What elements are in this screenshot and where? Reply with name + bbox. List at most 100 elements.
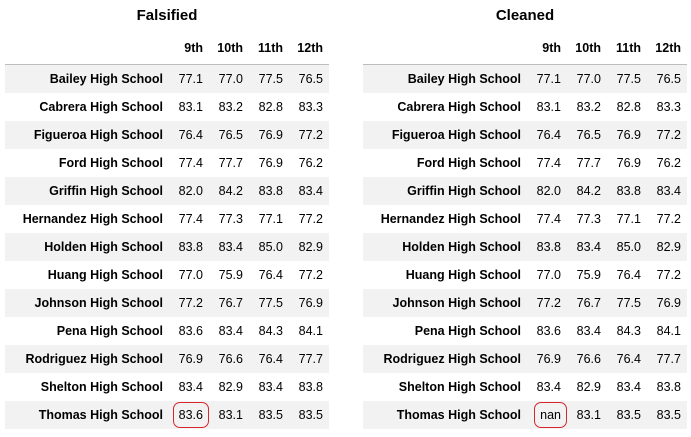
score-cell: 77.0 (536, 268, 561, 282)
table-row: Rodriguez High School 76.9 76.6 76.4 77.7 (363, 345, 687, 373)
falsified-table: 9th 10th 11th 12th Bailey High School 77.1 77.… (5, 32, 329, 429)
score-cell: 84.1 (298, 324, 323, 338)
score-cell: 76.7 (576, 296, 601, 310)
score-cell: 77.2 (656, 128, 681, 142)
score-cell: 77.1 (258, 212, 283, 226)
table-row: Holden High School 83.8 83.4 85.0 82.9 (363, 233, 687, 261)
score-cell: 77.1 (536, 72, 561, 86)
table-row: Thomas High School nan 83.1 83.5 83.5 (363, 401, 687, 429)
score-cell: 83.1 (178, 100, 203, 114)
highlighted-value-text: 83.6 (178, 408, 203, 422)
table-row: Hernandez High School 77.4 77.3 77.1 77.2 (363, 205, 687, 233)
column-header: 11th (607, 32, 647, 65)
cleaned-panel: Cleaned 9th 10th 11th 12th Bailey High Schoo… (363, 0, 687, 429)
school-name: Cabrera High School (39, 100, 163, 114)
school-name: Holden High School (402, 240, 521, 254)
school-name: Bailey High School (49, 72, 163, 86)
score-cell: 77.1 (178, 72, 203, 86)
school-name: Johnson High School (34, 296, 163, 310)
score-cell: 76.2 (298, 156, 323, 170)
score-cell: 77.5 (258, 296, 283, 310)
score-cell: 83.5 (258, 408, 283, 422)
score-cell: 76.4 (178, 128, 203, 142)
score-cell: 83.5 (298, 408, 323, 422)
school-name: Rodriguez High School (25, 352, 164, 366)
column-header: 12th (289, 32, 329, 65)
score-cell: 83.8 (536, 240, 561, 254)
score-cell: 76.9 (258, 128, 283, 142)
table-row: Johnson High School 77.2 76.7 77.5 76.9 (5, 289, 329, 317)
school-name: Thomas High School (396, 408, 521, 422)
score-cell: 76.4 (616, 352, 641, 366)
falsified-title: Falsified (136, 7, 198, 24)
score-cell: 83.2 (576, 100, 601, 114)
score-cell: 83.4 (656, 184, 681, 198)
school-name: Ford High School (416, 156, 521, 170)
table-row: Cabrera High School 83.1 83.2 82.8 83.3 (5, 93, 329, 121)
score-cell: 77.7 (656, 352, 681, 366)
score-cell: 84.2 (576, 184, 601, 198)
score-cell: 82.8 (258, 100, 283, 114)
school-name: Griffin High School (407, 184, 521, 198)
school-name: Bailey High School (407, 72, 521, 86)
school-name: Shelton High School (398, 380, 521, 394)
score-cell: 76.5 (298, 72, 323, 86)
table-row: Ford High School 77.4 77.7 76.9 76.2 (5, 149, 329, 177)
column-header: 9th (169, 32, 209, 65)
table-row: Huang High School 77.0 75.9 76.4 77.2 (5, 261, 329, 289)
school-name: Griffin High School (49, 184, 163, 198)
cleaned-title: Cleaned (495, 7, 555, 24)
school-name: Shelton High School (40, 380, 163, 394)
score-cell: 83.4 (298, 184, 323, 198)
score-cell: 76.4 (258, 352, 283, 366)
score-cell: 77.2 (536, 296, 561, 310)
table-row: Figueroa High School 76.4 76.5 76.9 77.2 (5, 121, 329, 149)
highlighted-value-text: nan (540, 408, 561, 422)
score-cell: 76.4 (258, 268, 283, 282)
score-cell: 83.4 (536, 380, 561, 394)
column-header: 10th (209, 32, 249, 65)
table-row: Shelton High School 83.4 82.9 83.4 83.8 (5, 373, 329, 401)
score-cell: 76.6 (576, 352, 601, 366)
school-name: Johnson High School (392, 296, 521, 310)
score-cell: 83.4 (178, 380, 203, 394)
score-cell: 83.8 (258, 184, 283, 198)
header-row: 9th 10th 11th 12th (363, 32, 687, 65)
score-cell: 82.9 (218, 380, 243, 394)
score-cell: 77.4 (178, 156, 203, 170)
score-cell: 83.5 (616, 408, 641, 422)
score-cell: 77.2 (298, 128, 323, 142)
score-cell: 77.0 (178, 268, 203, 282)
score-cell: 83.4 (616, 380, 641, 394)
score-cell: 83.5 (656, 408, 681, 422)
score-cell: 76.9 (258, 156, 283, 170)
highlighted-value: 83.6 (172, 402, 209, 428)
table-row: Figueroa High School 76.4 76.5 76.9 77.2 (363, 121, 687, 149)
score-cell: 77.5 (616, 72, 641, 86)
score-cell: 77.4 (536, 156, 561, 170)
score-cell: 83.4 (576, 240, 601, 254)
score-cell: 82.0 (178, 184, 203, 198)
school-name: Figueroa High School (33, 128, 163, 142)
highlight-box (172, 402, 209, 428)
column-header: 9th (527, 32, 567, 65)
table-row: Bailey High School 77.1 77.0 77.5 76.5 (363, 64, 687, 93)
column-header: 10th (567, 32, 607, 65)
score-cell: 83.1 (218, 408, 243, 422)
score-cell: 82.9 (298, 240, 323, 254)
score-cell: 77.2 (178, 296, 203, 310)
score-cell: 76.9 (298, 296, 323, 310)
score-cell: 83.4 (218, 324, 243, 338)
school-name: Huang High School (405, 268, 521, 282)
score-cell: 82.0 (536, 184, 561, 198)
score-cell: 77.7 (218, 156, 243, 170)
table-row: Ford High School 77.4 77.7 76.9 76.2 (363, 149, 687, 177)
table-row: Griffin High School 82.0 84.2 83.8 83.4 (363, 177, 687, 205)
score-cell: 77.2 (656, 268, 681, 282)
score-cell: 85.0 (616, 240, 641, 254)
score-cell: 83.1 (536, 100, 561, 114)
score-cell: 77.0 (218, 72, 243, 86)
score-cell: 76.4 (616, 268, 641, 282)
table-row: Pena High School 83.6 83.4 84.3 84.1 (363, 317, 687, 345)
score-cell: 76.9 (616, 156, 641, 170)
